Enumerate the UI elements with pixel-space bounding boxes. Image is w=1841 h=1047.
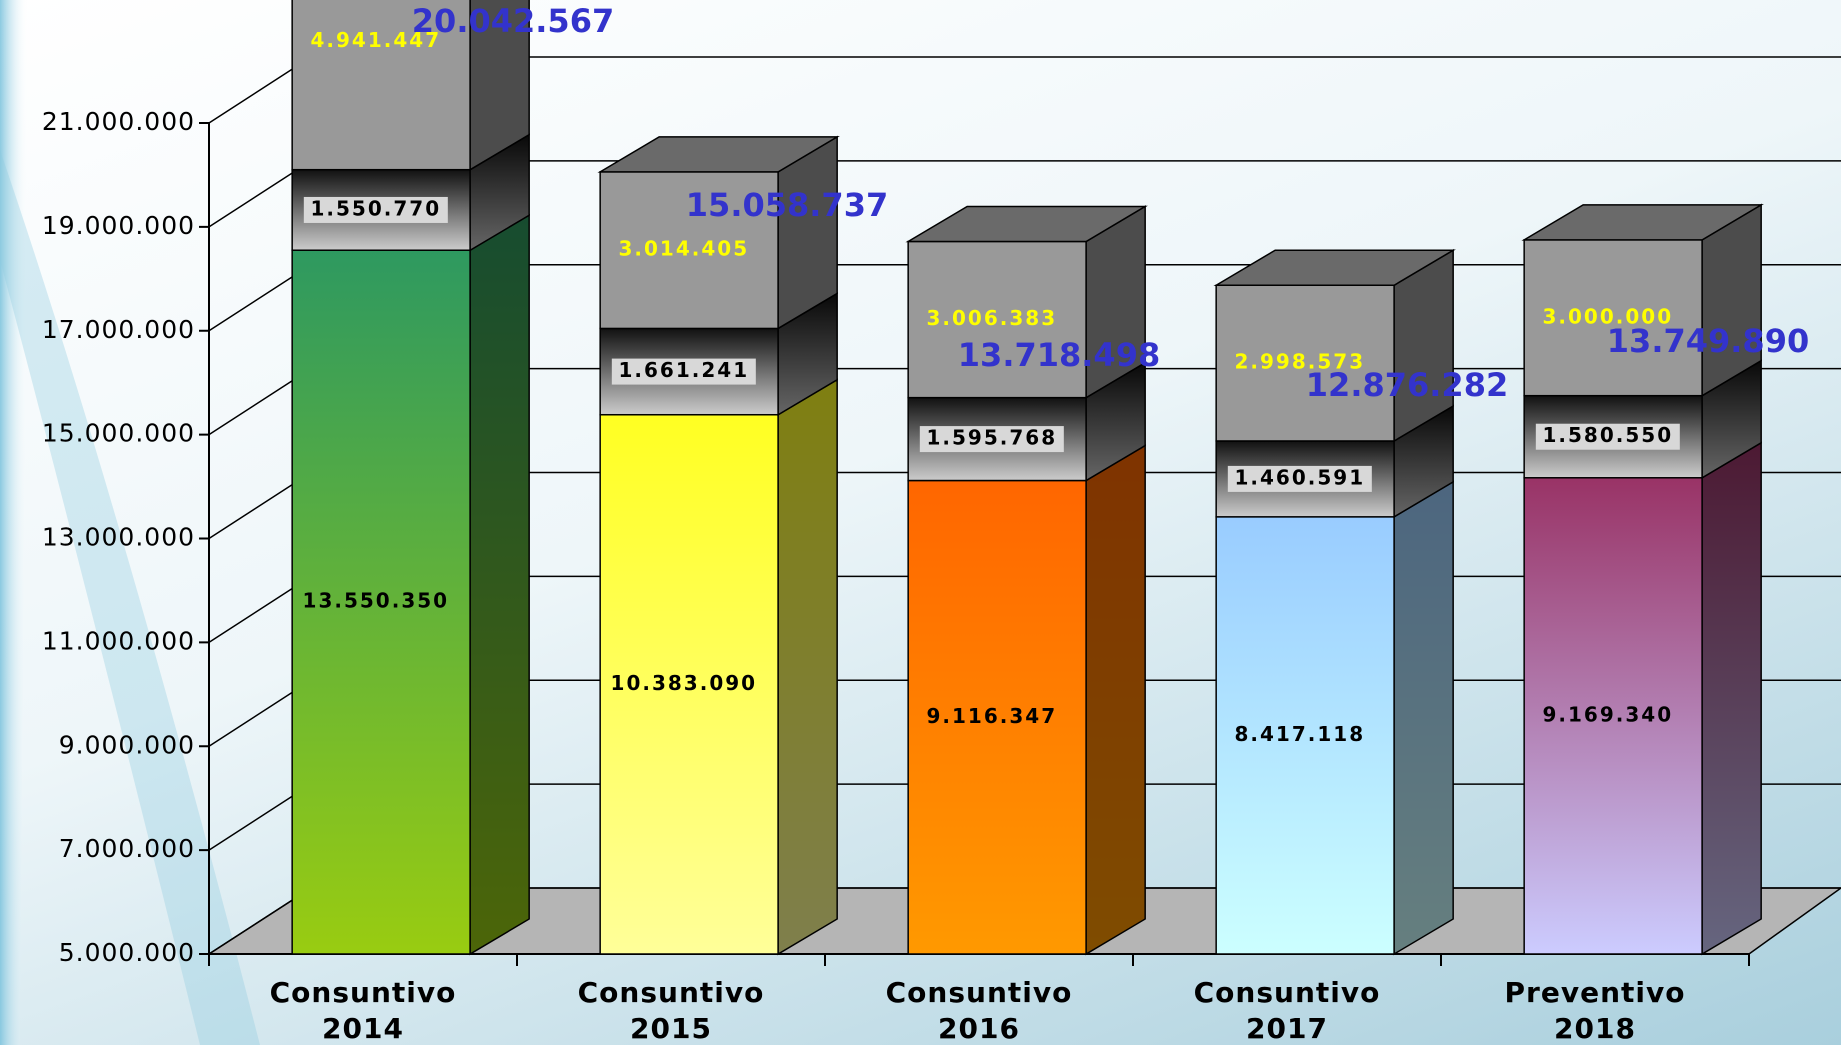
total-label: 12.876.282 [1306, 366, 1508, 404]
bar-side-shade [778, 293, 838, 415]
value-label: 1.661.241 [619, 358, 750, 382]
bar-side-shade [1086, 362, 1146, 481]
value-label: 3.000.000 [1543, 304, 1674, 328]
bar-segment [907, 479, 1087, 955]
background-streak [0, 0, 28, 1045]
bar-side-shade [470, 134, 530, 251]
x-tick-label: Preventivo 2018 [1504, 976, 1686, 1045]
bar-segment [599, 171, 779, 330]
bar-side-shade [1086, 206, 1146, 398]
value-label-box [1535, 423, 1680, 450]
y-tick-label: 19.000.000 [42, 211, 195, 240]
background-streak [0, 150, 260, 1045]
y-tick-label: 7.000.000 [59, 834, 195, 863]
bar-side-shade [1702, 204, 1762, 396]
total-label: 13.718.498 [958, 336, 1160, 374]
value-label: 13.550.350 [303, 589, 450, 613]
total-label: 20.042.567 [412, 2, 614, 40]
bar-side-shade [1702, 360, 1762, 478]
bar-segment [907, 240, 1087, 399]
value-label: 3.006.383 [927, 306, 1058, 330]
value-label: 8.417.118 [1235, 722, 1366, 746]
bar-side-shade [778, 379, 838, 954]
bar-side-shade [778, 136, 838, 329]
bar-top [905, 205, 1148, 243]
value-label: 3.014.405 [619, 237, 750, 261]
value-label-box [303, 196, 448, 223]
bar-top [1521, 204, 1764, 241]
x-tick-label: Consuntivo 2016 [885, 976, 1073, 1045]
bar-side-shade [1702, 442, 1762, 954]
value-label: 1.595.768 [927, 426, 1058, 450]
value-label: 4.941.447 [311, 28, 442, 52]
bar-segment [1215, 516, 1395, 955]
bar-top-shade [1524, 204, 1762, 240]
bar-side-shade [1086, 445, 1146, 954]
y-tick-label: 13.000.000 [42, 523, 195, 552]
bar-segment [291, 0, 471, 171]
value-label-box [919, 426, 1064, 453]
y-tick-label: 15.000.000 [42, 419, 195, 448]
y-tick-label: 5.000.000 [59, 938, 195, 967]
x-tick-label: Consuntivo 2014 [269, 976, 457, 1045]
y-tick-label: 21.000.000 [42, 107, 195, 136]
value-label: 1.460.591 [1235, 465, 1366, 489]
bar-top-shade [908, 206, 1146, 242]
bar-segment [599, 413, 779, 955]
bar-segment [1215, 284, 1395, 442]
value-label: 2.998.573 [1235, 350, 1366, 374]
x-tick-label: Consuntivo 2017 [1193, 976, 1381, 1045]
bar-side-shade [1394, 250, 1454, 441]
value-label-box [1227, 465, 1372, 492]
bar-side-shade [470, 215, 530, 954]
bar-top-shade [600, 136, 838, 172]
value-label: 1.580.550 [1543, 423, 1674, 447]
value-label: 9.116.347 [927, 704, 1058, 728]
value-label: 1.550.770 [311, 196, 442, 220]
bar-segment [1523, 239, 1703, 397]
bar-top [597, 136, 840, 173]
bar-side-shade [1394, 405, 1454, 517]
bar-top-shade [1216, 250, 1454, 286]
x-tick-label: Consuntivo 2015 [577, 976, 765, 1045]
total-label: 15.058.737 [686, 186, 888, 224]
value-label-box [611, 358, 756, 385]
bar-segment [1523, 477, 1703, 955]
bar-top [1213, 249, 1456, 286]
bar-side-shade [470, 0, 530, 170]
y-tick-label: 17.000.000 [42, 315, 195, 344]
y-tick-label: 9.000.000 [59, 730, 195, 759]
value-label: 10.383.090 [611, 671, 758, 695]
y-tick-label: 11.000.000 [42, 626, 195, 655]
value-label: 9.169.340 [1543, 702, 1674, 726]
bar-side-shade [1394, 481, 1454, 954]
total-label: 13.749.890 [1607, 322, 1809, 360]
bar-segment [291, 249, 471, 955]
